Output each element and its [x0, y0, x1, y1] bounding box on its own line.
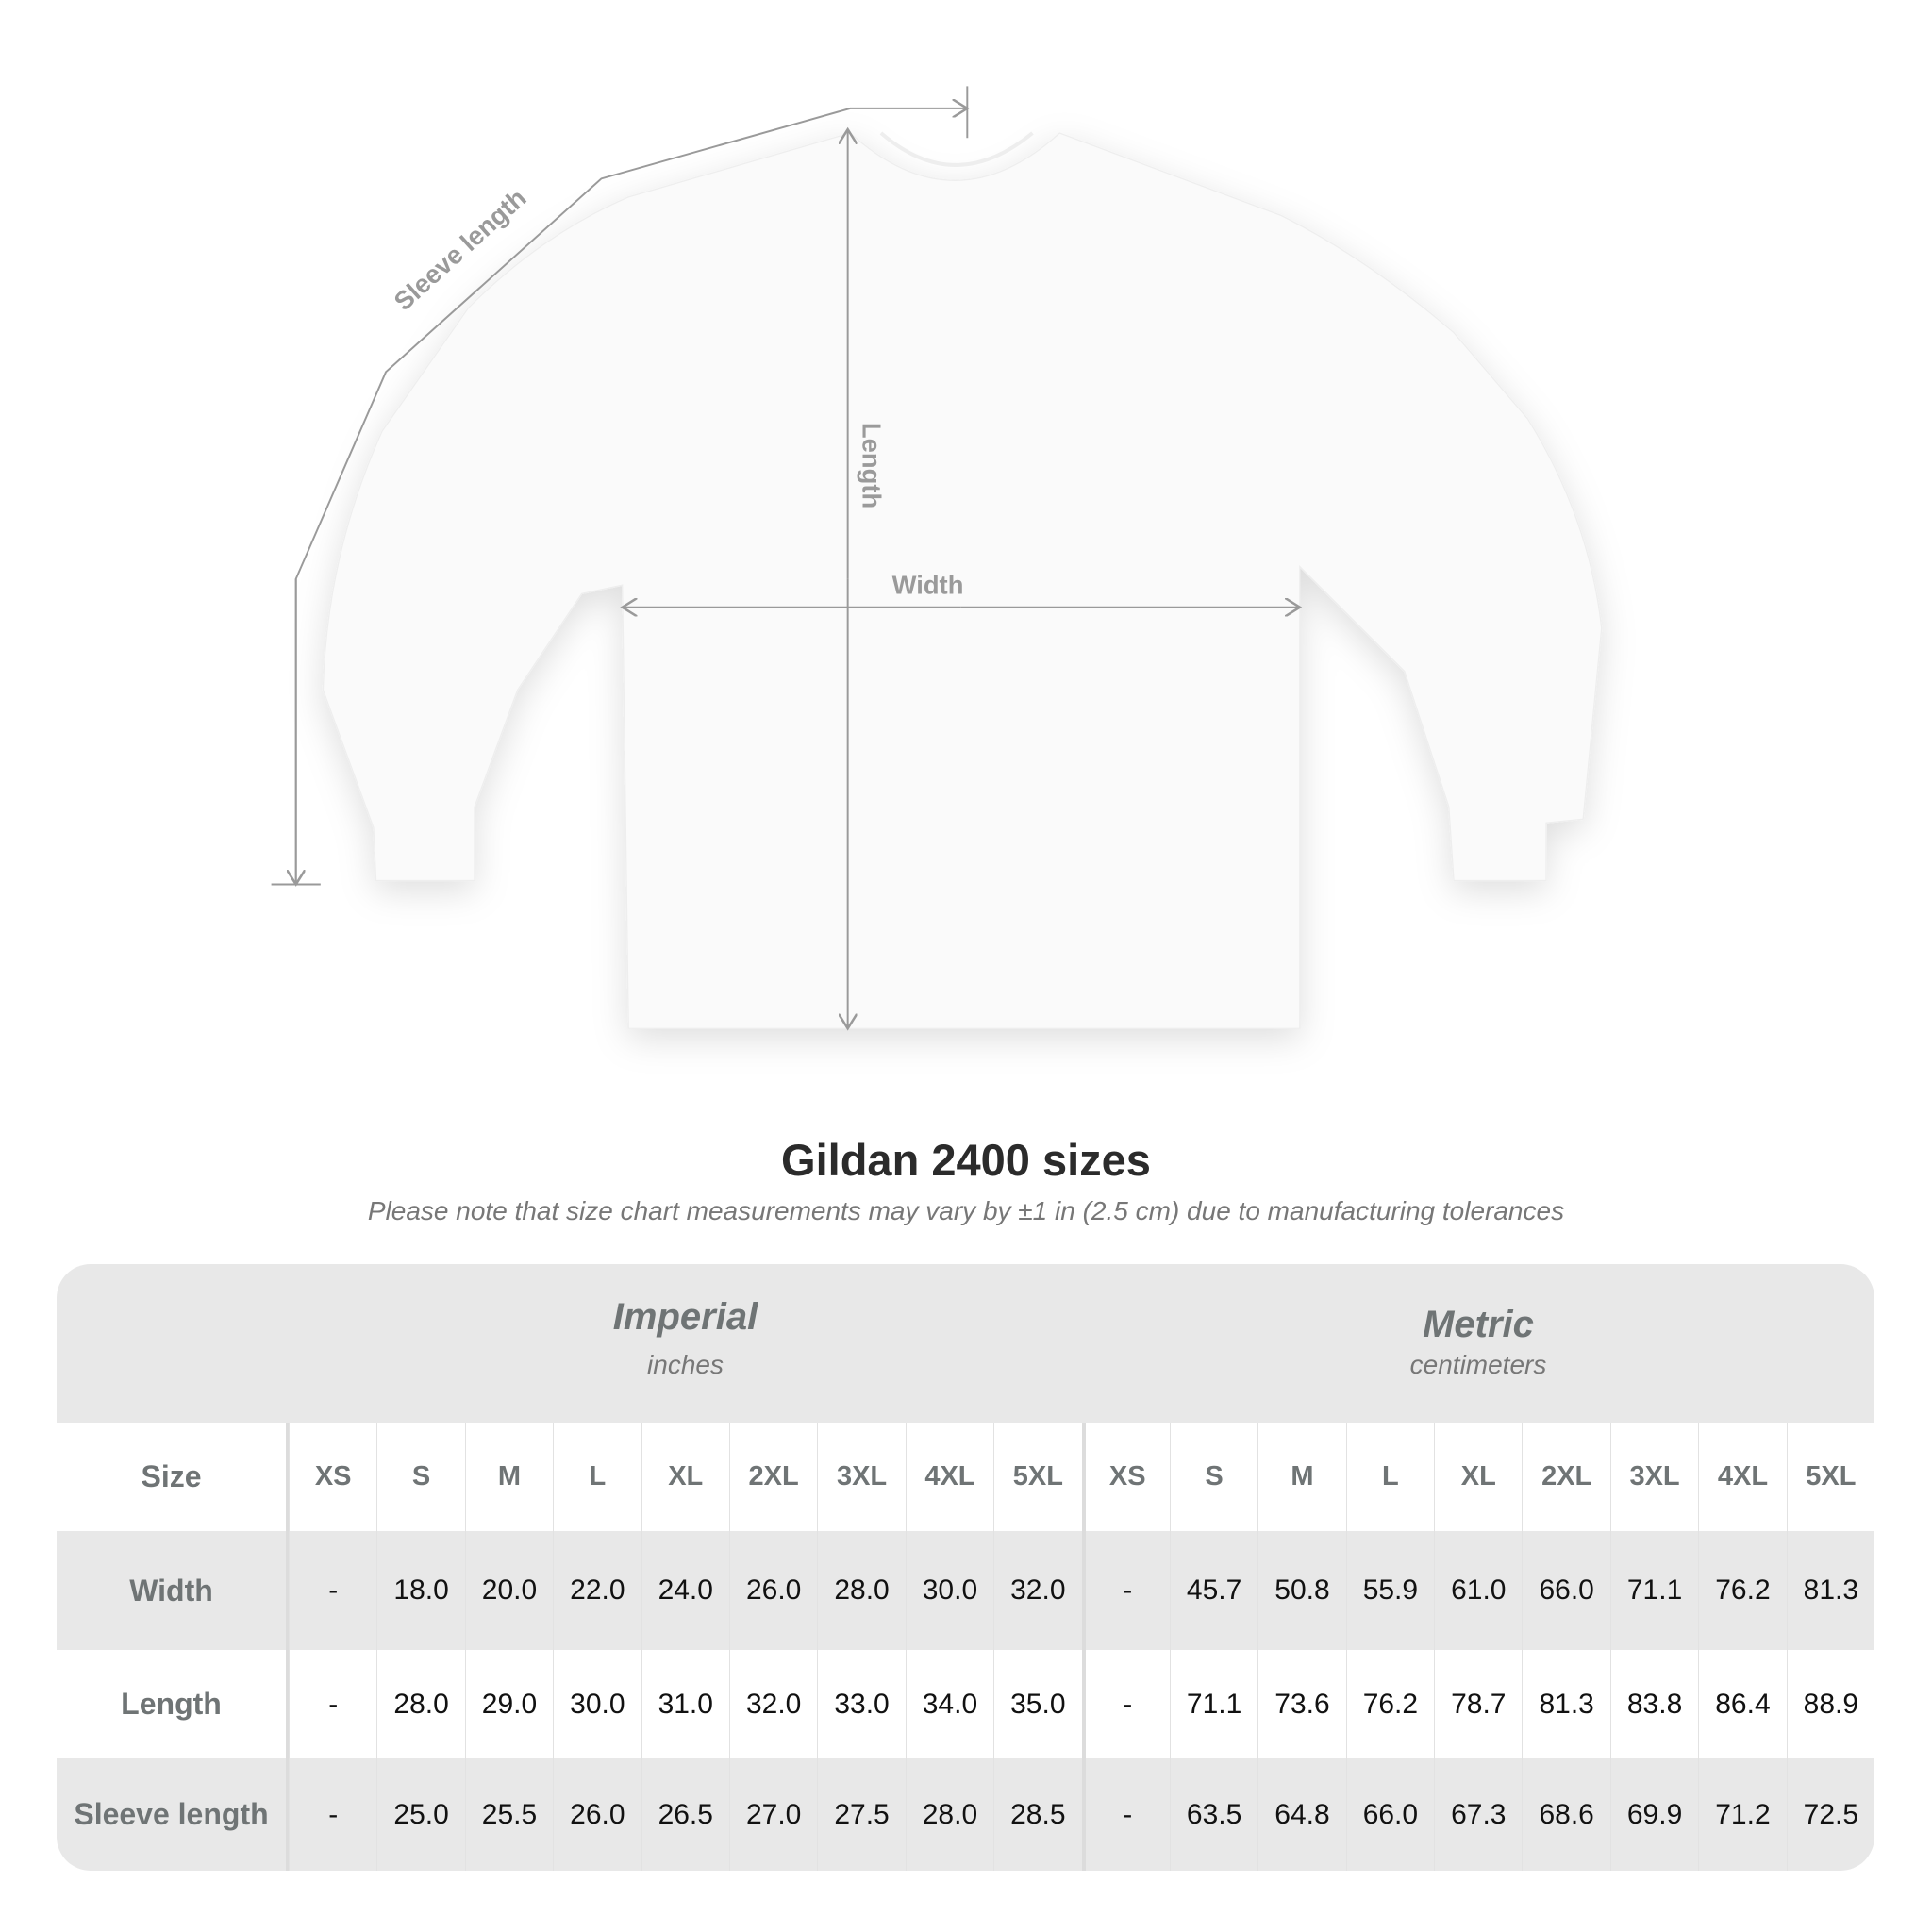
- imperial-cell: 28.0: [376, 1650, 464, 1758]
- imperial-cell: 25.5: [464, 1758, 553, 1871]
- size-header-row: Size XS S M L XL 2XL 3XL 4XL 5XL XS S M L XL 2XL 3XL 4XL 5…: [57, 1423, 1874, 1531]
- metric-cell: 5XL: [1786, 1423, 1874, 1531]
- metric-cell: 45.7: [1169, 1531, 1257, 1650]
- size-table: Imperial inches Metric centimeters Size X…: [57, 1264, 1874, 1871]
- table-row: Length -28.0 29.0 30.0 31.0 32.0 33.0 34.0 35.0-…: [57, 1650, 1874, 1758]
- imperial-title: Imperial: [612, 1296, 758, 1338]
- imperial-cell: 30.0: [905, 1531, 993, 1650]
- table-row: Sleeve length -25.0 25.5 26.0 26.5 27.0 27.5 28…: [57, 1758, 1874, 1871]
- imperial-cell: -: [289, 1531, 376, 1650]
- imperial-cell: 35.0: [993, 1650, 1081, 1758]
- metric-cell: M: [1257, 1423, 1345, 1531]
- metric-cell: 73.6: [1257, 1650, 1345, 1758]
- metric-cell: 76.2: [1698, 1531, 1786, 1650]
- metric-cell: 68.6: [1522, 1758, 1609, 1871]
- imperial-unit: inches: [647, 1350, 724, 1379]
- imperial-cell: 18.0: [376, 1531, 464, 1650]
- metric-cell: 67.3: [1434, 1758, 1522, 1871]
- metric-cell: 2XL: [1522, 1423, 1609, 1531]
- imperial-cell: 4XL: [905, 1423, 993, 1531]
- metric-cell: S: [1169, 1423, 1257, 1531]
- imperial-cell: 27.0: [728, 1758, 817, 1871]
- metric-unit: centimeters: [1409, 1350, 1547, 1379]
- row-label: Width: [57, 1531, 289, 1650]
- metric-title: Metric: [1423, 1304, 1534, 1345]
- metric-cell: XL: [1434, 1423, 1522, 1531]
- width-label: Width: [892, 570, 964, 599]
- row-label: Sleeve length: [57, 1758, 289, 1871]
- imperial-cell: 34.0: [905, 1650, 993, 1758]
- metric-cell: 81.3: [1786, 1531, 1874, 1650]
- shirt-illustration: Sleeve length Length Width: [271, 86, 1603, 1084]
- imperial-cell: -: [289, 1650, 376, 1758]
- metric-cell: 86.4: [1698, 1650, 1786, 1758]
- imperial-cell: 20.0: [464, 1531, 553, 1650]
- imperial-cell: S: [376, 1423, 464, 1531]
- imperial-cell: 27.5: [817, 1758, 905, 1871]
- metric-cell: 4XL: [1698, 1423, 1786, 1531]
- metric-cell: -: [1081, 1650, 1170, 1758]
- metric-cell: 55.9: [1345, 1531, 1434, 1650]
- metric-cell: 78.7: [1434, 1650, 1522, 1758]
- imperial-cell: L: [553, 1423, 641, 1531]
- metric-cell: 72.5: [1786, 1758, 1874, 1871]
- imperial-cell: 5XL: [993, 1423, 1081, 1531]
- imperial-cell: XS: [289, 1423, 376, 1531]
- row-label: Length: [57, 1650, 289, 1758]
- metric-cell: 71.1: [1609, 1531, 1698, 1650]
- length-label: Length: [857, 423, 886, 508]
- metric-cell: 61.0: [1434, 1531, 1522, 1650]
- row-label: Size: [57, 1423, 289, 1531]
- metric-cell: XS: [1081, 1423, 1170, 1531]
- metric-cell: 69.9: [1609, 1758, 1698, 1871]
- imperial-cell: 22.0: [553, 1531, 641, 1650]
- imperial-cell: 26.5: [641, 1758, 729, 1871]
- imperial-cell: 28.0: [817, 1531, 905, 1650]
- metric-cell: 83.8: [1609, 1650, 1698, 1758]
- metric-cell: 71.1: [1169, 1650, 1257, 1758]
- metric-cell: 66.0: [1522, 1531, 1609, 1650]
- imperial-cell: 3XL: [817, 1423, 905, 1531]
- metric-cell: L: [1345, 1423, 1434, 1531]
- imperial-cell: 30.0: [553, 1650, 641, 1758]
- long-sleeve-shirt: [322, 132, 1603, 1029]
- metric-cell: 50.8: [1257, 1531, 1345, 1650]
- imperial-cell: -: [289, 1758, 376, 1871]
- metric-header: Metric centimeters: [1082, 1264, 1874, 1462]
- imperial-cell: 26.0: [553, 1758, 641, 1871]
- metric-cell: 3XL: [1609, 1423, 1698, 1531]
- metric-cell: 88.9: [1786, 1650, 1874, 1758]
- imperial-cell: 33.0: [817, 1650, 905, 1758]
- metric-cell: 71.2: [1698, 1758, 1786, 1871]
- metric-cell: 63.5: [1169, 1758, 1257, 1871]
- imperial-cell: 2XL: [728, 1423, 817, 1531]
- metric-cell: -: [1081, 1758, 1170, 1871]
- imperial-cell: 32.0: [993, 1531, 1081, 1650]
- imperial-cell: M: [464, 1423, 553, 1531]
- imperial-cell: 28.0: [905, 1758, 993, 1871]
- metric-cell: 64.8: [1257, 1758, 1345, 1871]
- imperial-cell: 28.5: [993, 1758, 1081, 1871]
- table-row: Width -18.0 20.0 22.0 24.0 26.0 28.0 30.0 32.0-4…: [57, 1531, 1874, 1650]
- imperial-cell: 25.0: [376, 1758, 464, 1871]
- page-title: Gildan 2400 sizes: [781, 1135, 1151, 1185]
- metric-cell: 76.2: [1345, 1650, 1434, 1758]
- tolerance-note: Please note that size chart measurements…: [367, 1196, 1565, 1225]
- metric-cell: 81.3: [1522, 1650, 1609, 1758]
- imperial-cell: 29.0: [464, 1650, 553, 1758]
- metric-cell: -: [1081, 1531, 1170, 1650]
- imperial-cell: 24.0: [641, 1531, 729, 1650]
- imperial-cell: 31.0: [641, 1650, 729, 1758]
- metric-cell: 66.0: [1345, 1758, 1434, 1871]
- imperial-header: Imperial inches: [289, 1264, 1082, 1455]
- imperial-cell: XL: [641, 1423, 729, 1531]
- imperial-cell: 32.0: [728, 1650, 817, 1758]
- imperial-cell: 26.0: [728, 1531, 817, 1650]
